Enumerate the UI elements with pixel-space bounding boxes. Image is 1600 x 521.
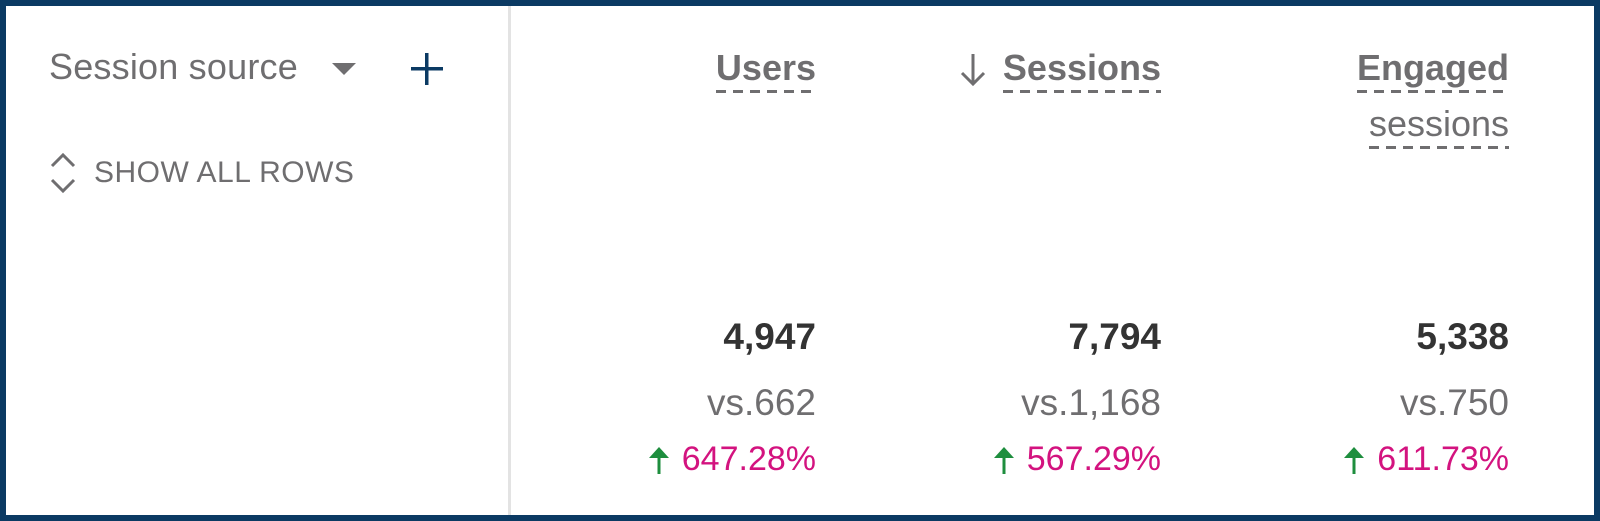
show-all-rows-button[interactable]: SHOW ALL ROWS <box>48 150 354 196</box>
plus-icon[interactable] <box>408 50 446 88</box>
column-divider[interactable] <box>508 6 511 515</box>
change-percent: 567.29% <box>1026 440 1161 478</box>
report-table-card: Session source SHOW ALL ROWS Users 4,947… <box>6 6 1594 515</box>
arrow-down-icon[interactable] <box>958 50 988 90</box>
metric-compare: vs.662 <box>706 382 816 423</box>
metric-value: 5,338 <box>1416 316 1509 357</box>
header-label-line2: sessions <box>1368 96 1509 152</box>
change-percent: 647.28% <box>681 440 816 478</box>
metric-value: 4,947 <box>723 316 816 357</box>
caret-down-icon <box>331 63 356 75</box>
metric-value: 7,794 <box>1068 316 1161 357</box>
arrow-up-icon <box>1344 446 1365 474</box>
column-header-engaged-sessions[interactable]: Engaged sessions <box>1356 40 1509 152</box>
dimension-label: Session source <box>49 46 298 87</box>
show-all-rows-label: SHOW ALL ROWS <box>94 156 355 189</box>
column-users: Users 4,947 vs.662 647.28% <box>606 6 816 515</box>
dimension-dropdown[interactable]: Session source <box>49 46 356 88</box>
arrow-up-icon <box>648 446 669 474</box>
arrow-up-icon <box>993 446 1014 474</box>
change-percent: 611.73% <box>1377 440 1509 478</box>
column-engaged-sessions: Engaged sessions 5,338 vs.750 611.73% <box>1296 6 1509 515</box>
column-header-users[interactable]: Users <box>715 40 816 96</box>
column-sessions: Sessions 7,794 vs.1,168 567.29% <box>956 6 1161 515</box>
header-label: Sessions <box>1002 40 1161 96</box>
metric-change: 567.29% <box>993 440 1161 479</box>
metric-change: 647.28% <box>648 440 816 479</box>
header-label: Users <box>715 40 816 96</box>
header-label-line1: Engaged <box>1356 40 1509 96</box>
expand-unfold-icon <box>50 152 76 194</box>
dimension-pane: Session source SHOW ALL ROWS <box>6 6 508 515</box>
metric-change: 611.73% <box>1343 440 1509 479</box>
metric-compare: vs.750 <box>1399 382 1509 423</box>
metric-compare: vs.1,168 <box>1021 382 1161 423</box>
column-header-sessions[interactable]: Sessions <box>1002 40 1161 96</box>
